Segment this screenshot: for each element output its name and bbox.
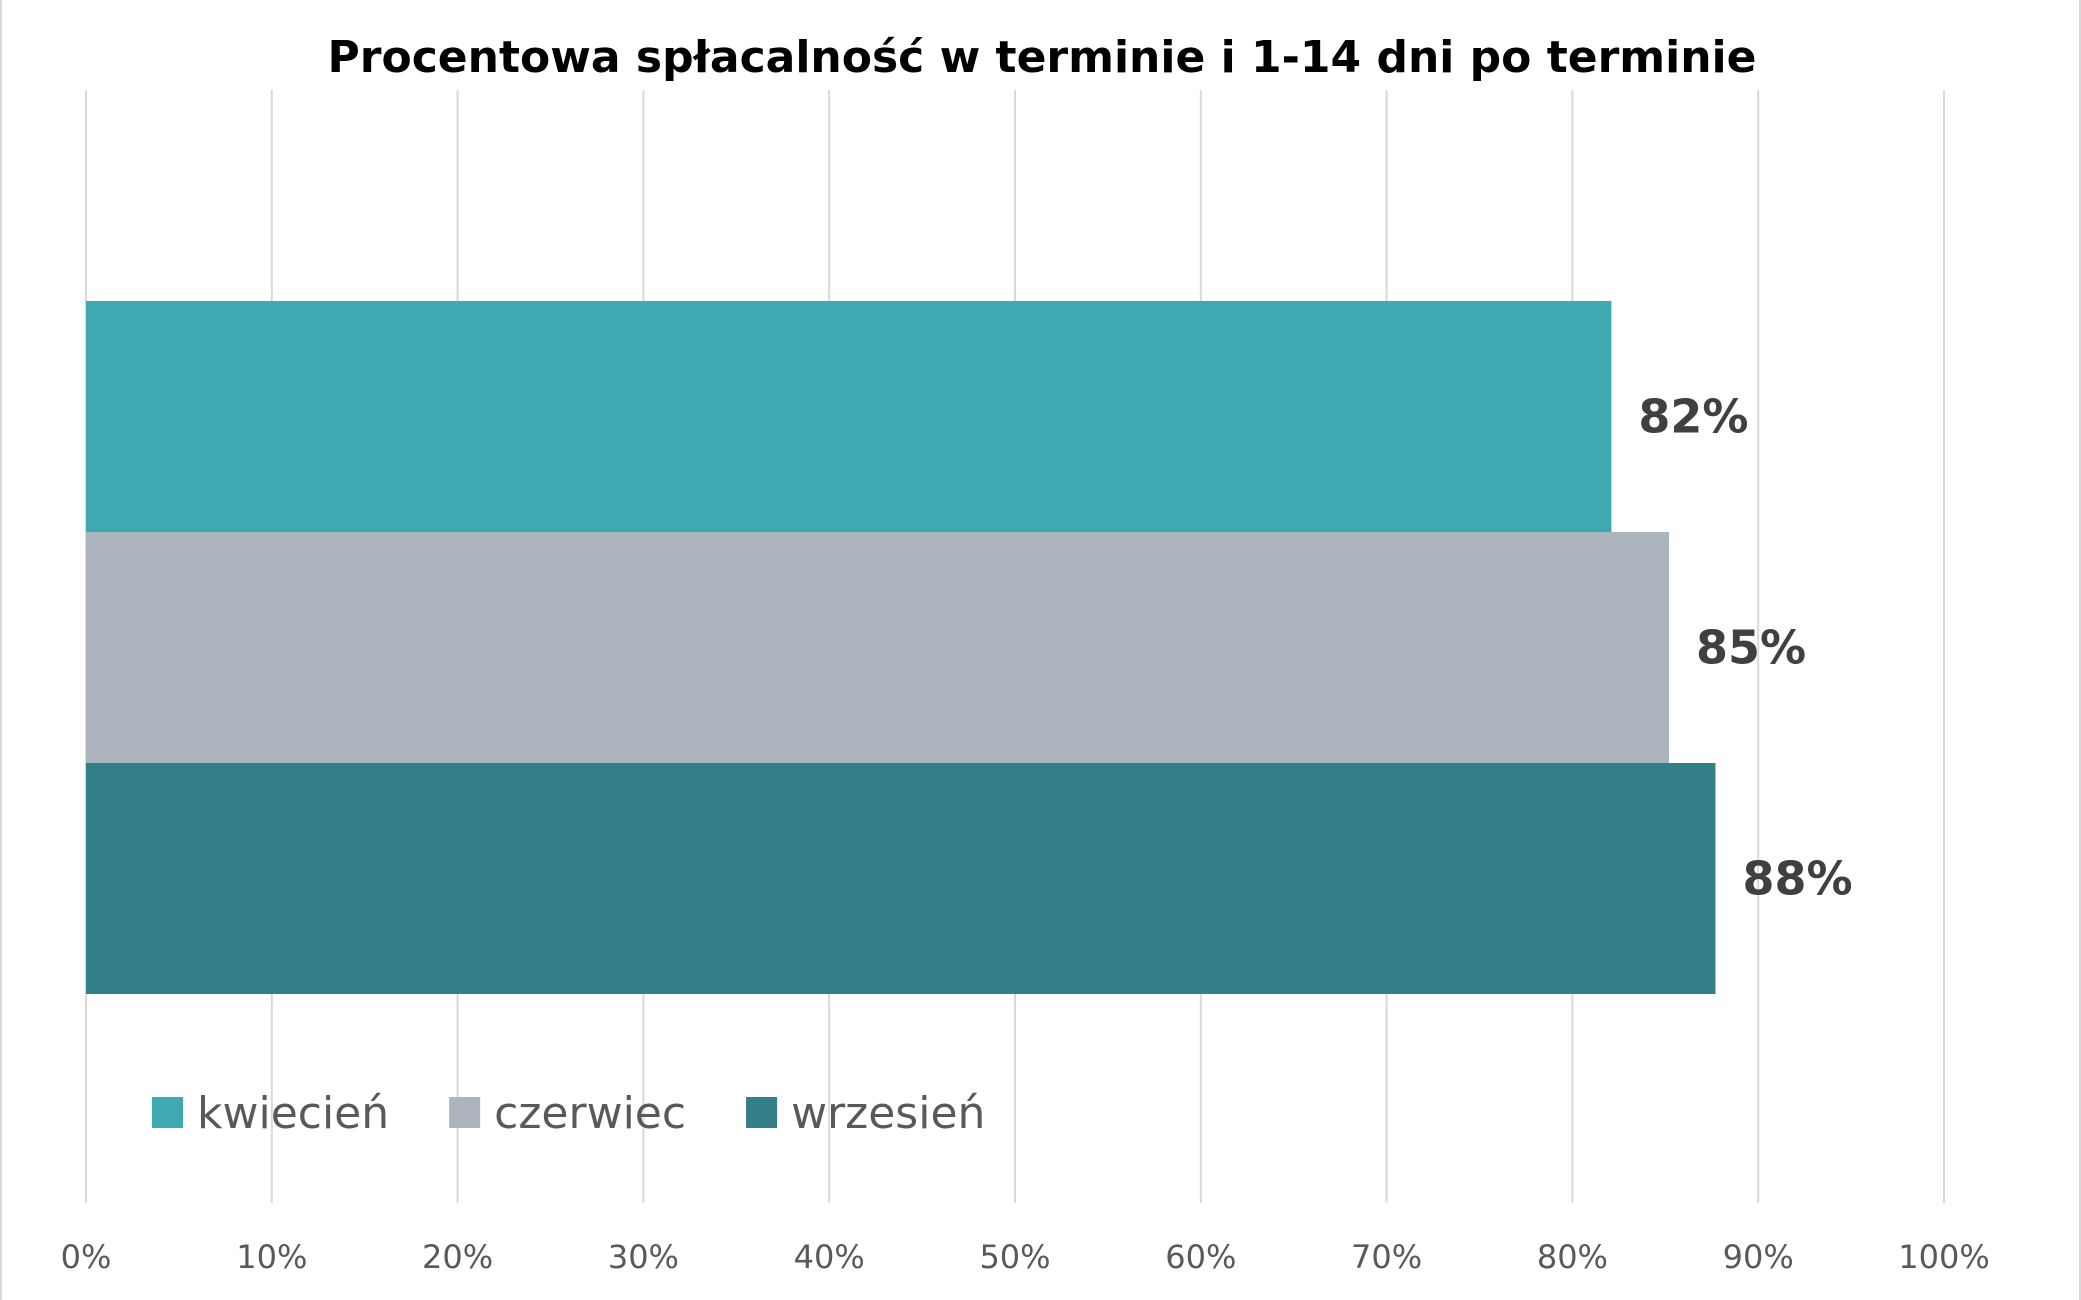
data-labels: 82% 85% 88% [1638,390,1852,906]
x-axis: 0% 10% 20% 30% 40% 50% 60% 70% 80% 90% 100% [61,1238,1990,1276]
x-tick-label: 60% [1165,1238,1236,1276]
legend-swatch [746,1097,778,1128]
x-tick-label: 90% [1723,1238,1794,1276]
legend-swatch [152,1097,183,1128]
legend: kwiecień czerwiec wrzesień [152,1088,985,1139]
x-tick-label: 80% [1537,1238,1608,1276]
bar-1 [86,301,1612,532]
x-tick-label: 0% [61,1238,112,1276]
legend-label: kwiecień [197,1088,389,1139]
x-tick-label: 100% [1898,1238,1989,1276]
x-tick-label: 20% [422,1238,493,1276]
data-label: 82% [1638,390,1748,444]
x-tick-label: 50% [979,1238,1050,1276]
bar-2 [86,532,1670,763]
legend-label: czerwiec [494,1088,686,1139]
bar-3 [86,763,1716,994]
data-label: 88% [1742,852,1852,906]
legend-label: wrzesień [791,1088,985,1139]
x-tick-label: 10% [236,1238,307,1276]
x-tick-label: 30% [608,1238,679,1276]
x-tick-label: 40% [794,1238,865,1276]
legend-swatch [449,1097,481,1128]
x-tick-label: 70% [1351,1238,1422,1276]
bars [86,301,1716,994]
chart-title: Procentowa spłacalność w terminie i 1-14… [328,32,1757,83]
data-label: 85% [1696,621,1806,675]
